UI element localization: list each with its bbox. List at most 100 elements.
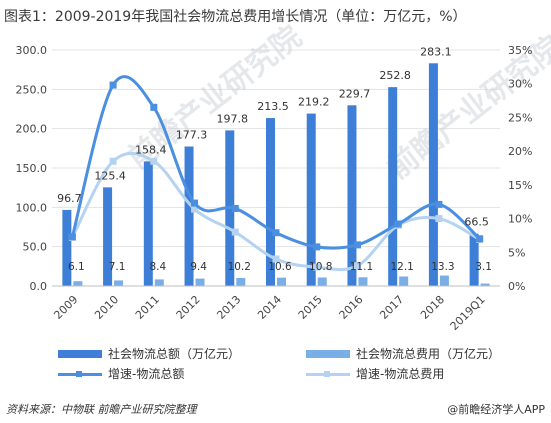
- y-left-tick-label: 200.0: [16, 123, 48, 136]
- data-label-total: 229.7: [339, 87, 371, 100]
- y-right-tick-label: 5%: [508, 246, 525, 259]
- y-right-tick-label: 10%: [508, 213, 532, 226]
- data-label-cost: 13.3: [431, 261, 454, 273]
- y-left-tick-label: 250.0: [16, 83, 48, 96]
- y-right-tick-label: 35%: [508, 44, 532, 57]
- bar-total: [62, 209, 72, 286]
- marker-growth-cost: [109, 157, 117, 165]
- data-label-cost: 12.1: [390, 261, 413, 273]
- line-growth-total: [70, 75, 481, 250]
- marker-growth-cost: [272, 255, 280, 263]
- y-left-tick-label: 100.0: [16, 201, 48, 214]
- bar-cost: [358, 277, 368, 286]
- data-label-total: 96.7: [57, 192, 82, 205]
- x-tick-label: 2011: [133, 293, 162, 322]
- label-layer: 96.7 6.1 125.4 7.1 158.4 8.4 177.3 9.4 197.8 10.2…: [57, 45, 492, 273]
- chart-title: 图表1：2009-2019年我国社会物流总费用增长情况（单位：万亿元，%）: [4, 9, 467, 25]
- marker-growth-cost: [231, 228, 239, 236]
- y-right-tick-label: 20%: [508, 145, 532, 158]
- legend-swatch-cost: [306, 349, 350, 358]
- x-tick-label: 2010: [92, 293, 121, 322]
- legend-label-growth-total: 增速-物流总额: [108, 367, 185, 381]
- data-label-total: 283.1: [420, 45, 452, 58]
- bar-total: [347, 105, 357, 286]
- x-tick-label: 2009: [51, 293, 80, 322]
- bar-total: [103, 187, 113, 286]
- x-tick-label: 2016: [337, 293, 366, 322]
- brand-credit: @前瞻经济学人APP: [447, 403, 545, 416]
- data-label-total: 197.8: [217, 112, 249, 125]
- legend-label-total: 社会物流总额（万亿元）: [108, 347, 241, 361]
- bar-cost: [114, 280, 124, 286]
- legend-item-growth-cost: 增速-物流总费用: [306, 365, 444, 382]
- data-label-cost: 8.4: [149, 261, 166, 273]
- marker-growth-total: [435, 200, 443, 208]
- data-label-total: 219.2: [298, 96, 330, 109]
- data-label-cost: 11.1: [350, 261, 373, 273]
- bar-cost: [195, 278, 205, 286]
- chart-legend: 社会物流总额（万亿元） 社会物流总费用（万亿元） 增速-物流总额 增速-物流总费…: [58, 345, 538, 385]
- bar-cost: [480, 283, 490, 286]
- y-right-tick-label: 25%: [508, 111, 532, 124]
- bar-cost: [317, 277, 327, 286]
- data-label-total: 177.3: [176, 129, 208, 142]
- x-tick-label: 2012: [174, 293, 203, 322]
- marker-growth-cost: [435, 215, 443, 223]
- legend-swatch-growth-cost: [306, 369, 350, 379]
- y-right-tick-label: 30%: [508, 78, 532, 91]
- marker-growth-cost: [150, 157, 158, 165]
- data-label-cost: 10.6: [268, 261, 292, 273]
- x-tick-label: 2014: [255, 293, 284, 322]
- bar-cost: [236, 277, 246, 286]
- data-label-cost: 10.2: [228, 261, 251, 273]
- marker-growth-total: [109, 81, 117, 89]
- marker-growth-total: [191, 199, 199, 207]
- bar-cost: [439, 275, 449, 286]
- marker-growth-cost: [313, 263, 321, 271]
- data-label-total: 213.5: [257, 100, 289, 113]
- legend-label-cost: 社会物流总费用（万亿元）: [356, 347, 501, 361]
- data-label-total: 66.5: [464, 216, 489, 229]
- legend-item-cost: 社会物流总费用（万亿元）: [306, 345, 500, 362]
- legend-swatch-growth-total: [58, 369, 102, 379]
- legend-swatch-total: [58, 349, 102, 358]
- x-tick-label: 2017: [377, 293, 406, 322]
- line-layer: [68, 75, 484, 272]
- x-tick-label: 2015: [296, 293, 325, 322]
- legend-item-total: 社会物流总额（万亿元）: [58, 345, 240, 362]
- legend-item-growth-total: 增速-物流总额: [58, 365, 184, 382]
- bar-total: [388, 87, 398, 286]
- data-label-cost: 3.1: [475, 261, 492, 273]
- y-left-tick-label: 150.0: [16, 162, 48, 175]
- source-note: 资料来源：中物联 前瞻产业研究院整理: [6, 403, 197, 416]
- bar-cost: [277, 277, 286, 286]
- x-tick-label: 2018: [418, 293, 447, 322]
- bar-cost: [399, 276, 409, 286]
- bar-cost: [73, 281, 83, 286]
- bar-total: [184, 146, 194, 286]
- marker-growth-total: [231, 204, 239, 212]
- legend-label-growth-cost: 增速-物流总费用: [356, 367, 445, 381]
- marker-growth-total: [313, 243, 321, 251]
- marker-growth-cost: [353, 262, 361, 270]
- bar-cost: [154, 279, 164, 286]
- bar-total: [469, 233, 479, 286]
- marker-growth-total: [68, 233, 76, 241]
- y-left-tick-label: 300.0: [16, 44, 48, 57]
- x-tick-label: 2019Q1: [448, 293, 488, 333]
- bar-total: [306, 113, 316, 286]
- marker-growth-total: [353, 241, 361, 249]
- bar-total: [266, 118, 275, 287]
- data-label-cost: 6.1: [68, 261, 85, 273]
- data-label-total: 252.8: [379, 69, 411, 82]
- data-label-cost: 10.8: [309, 261, 332, 273]
- marker-growth-total: [476, 235, 484, 243]
- y-right-tick-label: 15%: [508, 179, 532, 192]
- y-left-tick-label: 0.0: [30, 280, 48, 293]
- y-right-tick-label: 0%: [508, 280, 525, 293]
- marker-growth-total: [272, 229, 280, 237]
- data-label-total: 125.4: [94, 169, 126, 182]
- data-label-cost: 7.1: [109, 261, 126, 273]
- marker-growth-total: [394, 220, 402, 228]
